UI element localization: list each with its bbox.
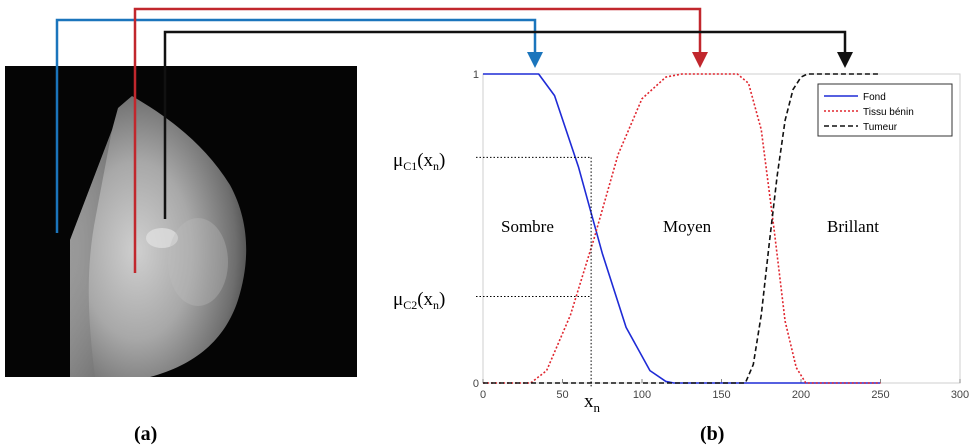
region-label-brillant: Brillant bbox=[827, 217, 879, 236]
x-tick-label: 300 bbox=[951, 389, 969, 401]
dense-region bbox=[146, 228, 178, 248]
membership-chart: 0 50 100 150 200 250 300 0 1 Sombre Moyen Brilla… bbox=[393, 69, 969, 415]
series-lines bbox=[483, 73, 881, 384]
arrow-blue bbox=[55, 18, 537, 233]
mu-c1-label: μC1(xn) bbox=[393, 150, 445, 173]
xn-label: xn bbox=[584, 391, 601, 415]
region-label-moyen: Moyen bbox=[663, 217, 712, 236]
x-tick-label: 0 bbox=[480, 389, 486, 401]
x-tick-label: 50 bbox=[556, 389, 568, 401]
caption-b: (b) bbox=[700, 423, 724, 445]
legend-label-tumeur: Tumeur bbox=[863, 122, 898, 133]
legend-label-tissu: Tissu bénin bbox=[863, 107, 914, 118]
y-tick-label: 1 bbox=[473, 69, 479, 81]
mu-c2-label: μC2(xn) bbox=[393, 289, 445, 312]
arrow-black bbox=[163, 30, 847, 219]
legend-box bbox=[817, 83, 953, 137]
x-tick-label: 250 bbox=[871, 389, 889, 401]
series-line-2 bbox=[483, 73, 881, 384]
x-tick-label: 100 bbox=[633, 389, 651, 401]
region-label-sombre: Sombre bbox=[501, 217, 554, 236]
legend-label-fond: Fond bbox=[863, 92, 886, 103]
arrow-red-head bbox=[692, 52, 708, 68]
mammogram-image bbox=[5, 66, 357, 377]
arrow-red bbox=[133, 7, 702, 273]
axis-ticks: 0 50 100 150 200 250 300 0 1 bbox=[473, 69, 969, 401]
series-line-1 bbox=[483, 73, 881, 384]
arrow-black-head bbox=[837, 52, 853, 68]
guide-lines bbox=[476, 156, 592, 387]
x-tick-label: 150 bbox=[712, 389, 730, 401]
x-tick-label: 200 bbox=[792, 389, 810, 401]
tissue-texture bbox=[168, 218, 228, 306]
arrow-blue-head bbox=[527, 52, 543, 68]
caption-a: (a) bbox=[134, 423, 157, 445]
pectoral-muscle bbox=[70, 130, 112, 377]
y-tick-label: 0 bbox=[473, 378, 479, 390]
legend: Fond Tissu bénin Tumeur bbox=[817, 83, 953, 137]
